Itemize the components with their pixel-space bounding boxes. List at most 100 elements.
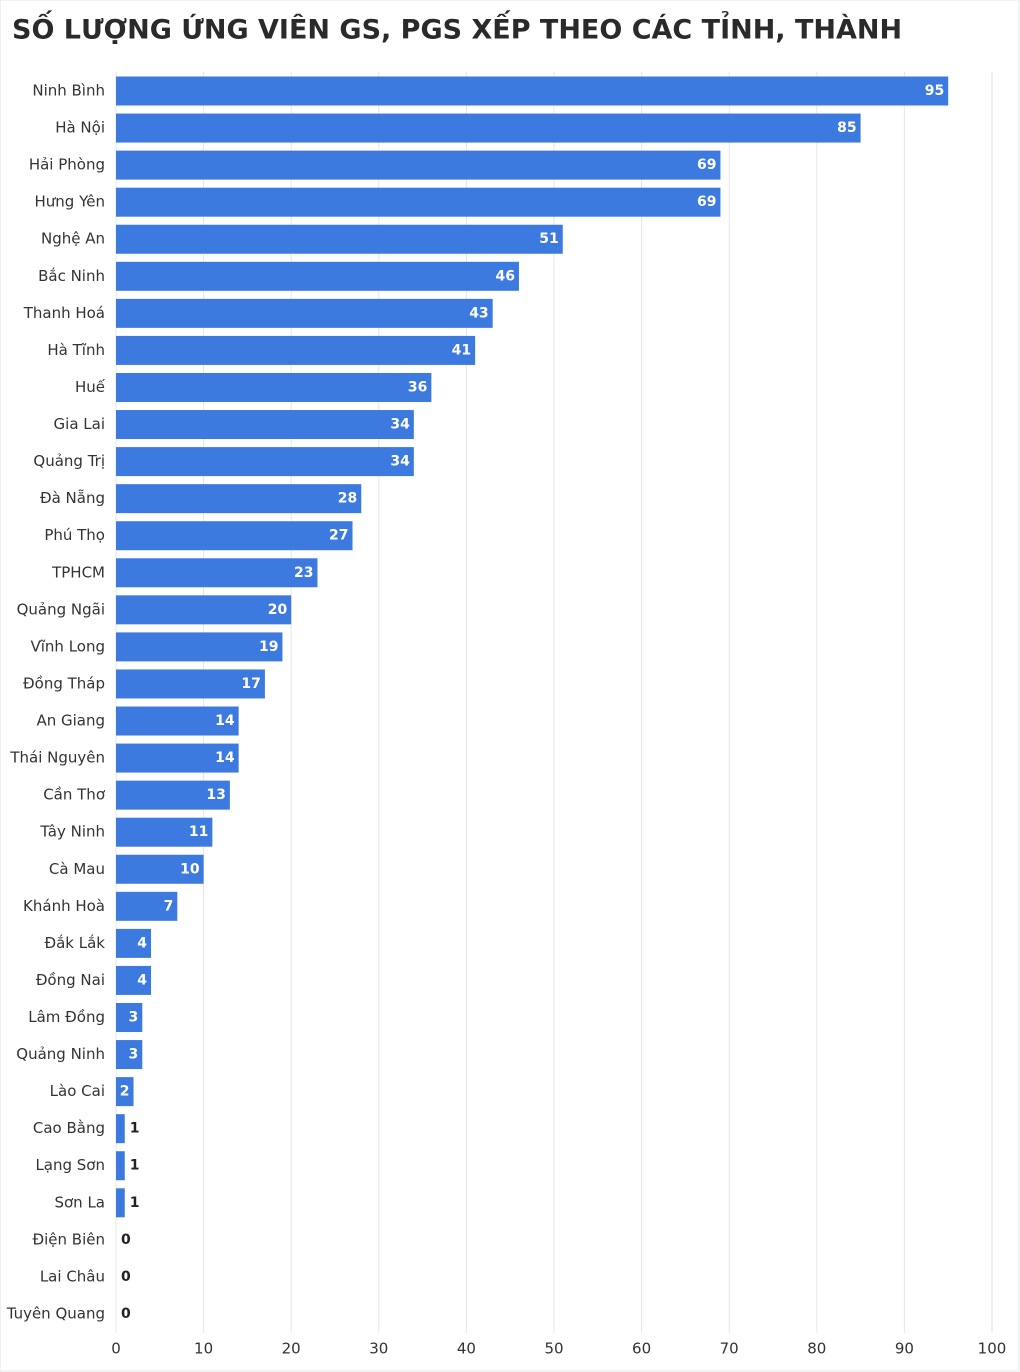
value-label: 17 <box>241 676 260 692</box>
y-tick-label: Điện Biên <box>33 1230 106 1248</box>
value-label: 4 <box>137 972 147 988</box>
bar <box>116 965 152 995</box>
y-tick-label: Đồng Tháp <box>23 674 105 692</box>
y-tick-label: Quảng Ninh <box>16 1045 105 1063</box>
x-tick-label: 60 <box>632 1340 651 1358</box>
bar <box>116 224 563 254</box>
value-label: 0 <box>121 1232 131 1248</box>
y-tick-label: Đồng Nai <box>36 971 105 989</box>
x-tick-label: 40 <box>457 1340 476 1358</box>
value-label: 23 <box>294 565 313 581</box>
value-label: 4 <box>137 935 147 951</box>
value-label: 7 <box>164 898 174 914</box>
value-label: 2 <box>120 1084 130 1100</box>
bar <box>116 558 318 588</box>
y-tick-label: Đắk Lắk <box>44 934 105 952</box>
value-label: 1 <box>130 1121 140 1137</box>
value-label: 0 <box>121 1269 131 1285</box>
value-label: 20 <box>268 602 288 618</box>
value-label: 0 <box>121 1306 131 1322</box>
y-tick-label: Thanh Hoá <box>23 304 105 322</box>
x-tick-label: 0 <box>111 1340 121 1358</box>
y-tick-label: Vĩnh Long <box>30 637 105 655</box>
bar <box>116 780 230 810</box>
value-label: 14 <box>215 713 235 729</box>
y-tick-label: Thái Nguyên <box>9 749 105 767</box>
value-label: 11 <box>189 824 208 840</box>
bar <box>116 187 721 217</box>
bar <box>116 632 283 662</box>
bar <box>116 854 204 884</box>
bar <box>116 410 414 440</box>
bar <box>116 1040 143 1070</box>
value-label: 28 <box>338 491 357 507</box>
bar <box>116 261 519 291</box>
value-label: 10 <box>180 861 200 877</box>
y-tick-label: Hưng Yên <box>35 193 106 211</box>
bar <box>116 817 213 847</box>
bar <box>116 1114 125 1144</box>
bar <box>116 484 362 514</box>
bar <box>116 447 414 477</box>
value-label: 85 <box>837 120 856 136</box>
bar <box>116 669 265 699</box>
value-label: 1 <box>130 1158 140 1174</box>
y-tick-label: Quảng Trị <box>33 452 105 470</box>
value-label: 3 <box>129 1010 139 1026</box>
bar <box>116 891 178 921</box>
y-tick-label: Lạng Sơn <box>35 1156 105 1174</box>
y-tick-label: Nghệ An <box>41 230 105 248</box>
chart-title: SỐ LƯỢNG ỨNG VIÊN GS, PGS XẾP THEO CÁC T… <box>12 10 902 46</box>
bar <box>116 595 292 625</box>
x-tick-label: 80 <box>807 1340 826 1358</box>
value-label: 3 <box>129 1047 139 1063</box>
value-label: 41 <box>452 342 471 358</box>
bar <box>116 521 353 551</box>
value-label: 43 <box>469 305 488 321</box>
y-tick-label: Hải Phòng <box>29 156 105 174</box>
y-tick-label: Đà Nẵng <box>40 489 105 507</box>
bar <box>116 1188 125 1218</box>
bar <box>116 150 721 180</box>
x-tick-label: 90 <box>895 1340 914 1358</box>
x-tick-label: 20 <box>282 1340 301 1358</box>
y-tick-label: Ninh Bình <box>32 82 105 100</box>
y-tick-label: Hà Nội <box>55 119 105 137</box>
y-tick-label: Tây Ninh <box>39 823 105 841</box>
y-tick-label: Lào Cai <box>50 1082 105 1100</box>
bar <box>116 928 152 958</box>
y-tick-label: Lai Châu <box>40 1267 105 1285</box>
bar <box>116 298 493 328</box>
y-tick-label: Gia Lai <box>54 415 105 433</box>
x-tick-label: 70 <box>720 1340 739 1358</box>
y-tick-label: Phú Thọ <box>44 526 105 544</box>
value-label: 27 <box>329 528 348 544</box>
bar <box>116 335 476 365</box>
value-label: 51 <box>539 231 558 247</box>
y-tick-label: Cần Thơ <box>43 786 106 804</box>
y-tick-label: Lâm Đồng <box>28 1008 105 1026</box>
y-tick-label: Quảng Ngãi <box>17 600 105 618</box>
value-label: 36 <box>408 379 427 395</box>
bar <box>116 1151 125 1181</box>
bar <box>116 706 239 736</box>
y-tick-label: Hà Tĩnh <box>47 341 105 359</box>
y-tick-label: Bắc Ninh <box>38 267 105 285</box>
y-tick-label: TPHCM <box>51 563 105 581</box>
bar <box>116 113 861 143</box>
y-tick-label: An Giang <box>36 712 105 730</box>
bar <box>116 1077 134 1107</box>
bar <box>116 1003 143 1032</box>
y-tick-label: Cao Bằng <box>33 1119 105 1137</box>
y-tick-label: Tuyên Quang <box>6 1304 105 1322</box>
value-label: 69 <box>697 157 716 173</box>
bar <box>116 743 239 773</box>
y-tick-label: Sơn La <box>54 1193 105 1211</box>
value-label: 1 <box>130 1195 140 1211</box>
y-tick-label: Huế <box>75 378 106 396</box>
value-label: 19 <box>259 639 278 655</box>
x-tick-label: 100 <box>978 1340 1007 1358</box>
x-tick-label: 30 <box>369 1340 388 1358</box>
